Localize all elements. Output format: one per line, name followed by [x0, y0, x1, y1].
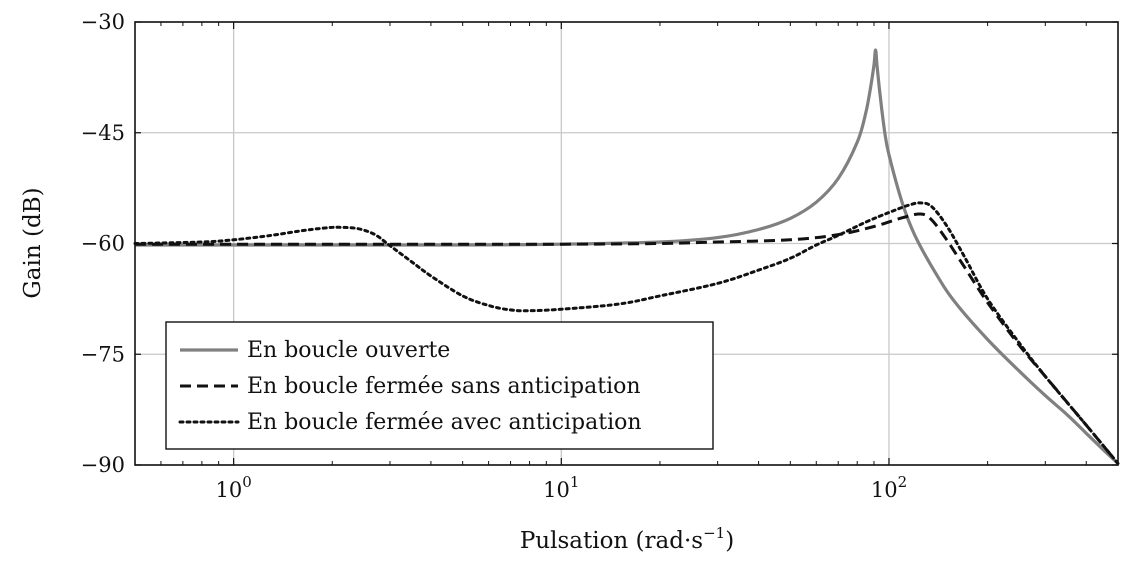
- y-tick-label-2: −60: [81, 232, 125, 256]
- series-line-1: [135, 212, 1120, 465]
- series-lines: [133, 48, 1120, 465]
- y-axis-title: Gain (dB): [20, 187, 46, 298]
- y-tick-labels: −30 −45 −60 −75 −90: [81, 10, 125, 477]
- x-axis-title-close: ): [725, 528, 734, 554]
- y-tick-label-4: −90: [81, 453, 125, 477]
- series-line-0: [135, 48, 1120, 465]
- y-tick-label-0: −30: [81, 10, 125, 34]
- legend-items: En boucle ouverte En boucle fermée sans a…: [178, 338, 642, 435]
- legend-label-1: En boucle fermée sans anticipation: [247, 374, 641, 399]
- x-tick-label-1: 101: [543, 473, 579, 502]
- x-tick-label-0: 100: [215, 473, 251, 502]
- x-tick-label-2: 102: [871, 473, 907, 502]
- legend-label-2: En boucle fermée avec anticipation: [247, 410, 642, 435]
- y-tick-label-3: −75: [81, 342, 125, 366]
- y-tick-label-1: −45: [81, 121, 125, 145]
- legend-box: [165, 321, 714, 450]
- plot-frame: [134, 21, 1119, 466]
- x-tick-labels: 100 101 102: [215, 473, 907, 502]
- x-axis-title-exponent: −1: [703, 524, 725, 542]
- legend: En boucle ouverte En boucle fermée sans a…: [165, 321, 714, 450]
- x-axis-title: Pulsation (rad·s−1): [520, 524, 734, 554]
- legend-label-0: En boucle ouverte: [247, 338, 450, 363]
- series-line-2: [133, 201, 1120, 465]
